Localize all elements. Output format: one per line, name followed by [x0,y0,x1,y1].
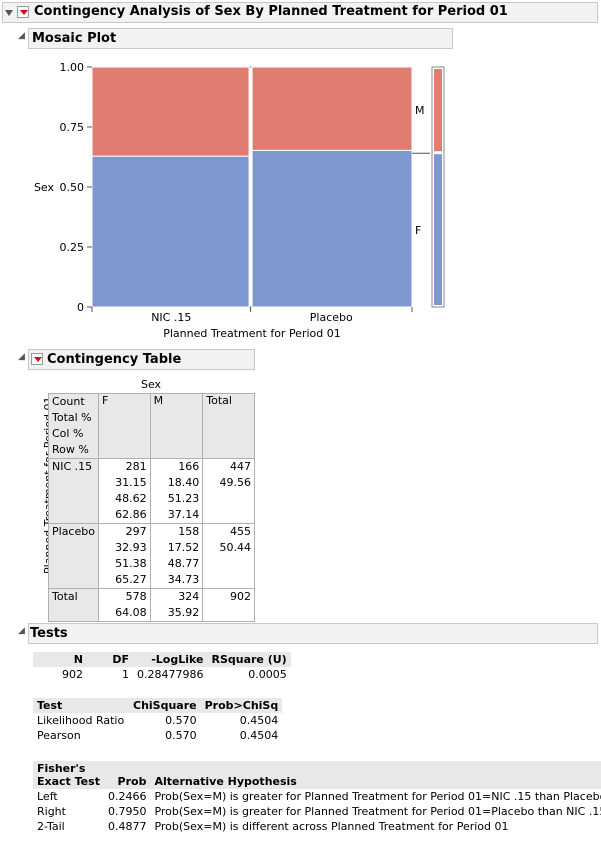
fisher-test-name: 2-Tail [37,820,65,833]
header-loglike: -LogLike [133,652,208,667]
cell-placebo-m: 158 17.52 48.77 34.73 [149,523,204,589]
stat-label: Total % [52,411,92,424]
row-label-total: Total [48,588,99,622]
cell-placebo-f: 297 32.93 51.38 65.27 [97,523,151,589]
mosaic-disclosure-icon[interactable]: ◢ [18,31,25,41]
fisher-prob: 0.2466 [107,790,147,803]
mosaic-title: Mosaic Plot [32,31,117,46]
row-label-placebo: Placebo [48,523,99,589]
chi-value: 0.570 [165,714,197,727]
mosaic-header [28,28,453,49]
contingency-disclosure-icon[interactable]: ◢ [18,352,25,362]
x-axis-label: Planned Treatment for Period 01 [163,327,341,340]
col-header-m: M [149,393,204,459]
fisher-prob: 0.7950 [107,805,147,818]
y-axis-label: Sex [34,181,55,194]
tests-header [28,623,598,644]
chi-test-name: Likelihood Ratio [37,714,125,727]
mosaic-tile-f [251,149,413,308]
col-header-total: Total [202,393,255,459]
header-test: Test [33,698,129,713]
chi-prob: 0.4504 [239,729,279,742]
header-probchisq: Prob>ChiSq [200,698,283,713]
mosaic-tile-f [91,155,250,308]
value-n: 902 [62,668,83,681]
y-tick-label: 0 [77,301,84,314]
fisher-hypothesis: Prob(Sex=M) is greater for Planned Treat… [154,805,601,818]
header-rsquare: RSquare (U) [207,652,291,667]
cell-total-m: 324 35.92 [149,588,204,622]
header-df: DF [87,652,133,667]
report-title: Contingency Analysis of Sex By Planned T… [34,4,508,19]
header-alt-hypothesis: Alternative Hypothesis [150,761,601,789]
chi-square-table: Test ChiSquare Prob>ChiSq Likelihood Rat… [33,698,283,743]
cell-total-f: 578 64.08 [97,588,151,622]
tests-title: Tests [30,626,68,641]
cell-nic-total: 447 49.56 [202,458,255,524]
stat-label: Count [52,395,85,408]
value-df: 1 [122,668,129,681]
cell-placebo-total: 455 50.44 [202,523,255,589]
contingency-table: Count Total % Col % Row % F M Total NIC … [48,393,255,622]
cell-nic-f: 281 31.15 48.62 62.86 [97,458,151,524]
header-fisher-prob: Prob [103,761,151,789]
stat-label: Col % [52,427,84,440]
value-loglike: 0.28477986 [137,668,204,681]
fisher-hypothesis: Prob(Sex=M) is greater for Planned Treat… [154,790,601,803]
legend-label-m: M [415,104,425,117]
y-tick-label: 1.00 [60,61,85,74]
chi-test-name: Pearson [37,729,81,742]
stat-label: Row % [52,443,89,456]
col-var-label: Sex [141,378,162,391]
chi-value: 0.570 [165,729,197,742]
header-fisher: Fisher's Exact Test [33,761,104,789]
fisher-test-name: Right [37,805,66,818]
contingency-menu-button[interactable] [31,353,43,365]
x-tick-label: Placebo [310,311,353,324]
tests-summary-table: N DF -LogLike RSquare (U) 902 1 0.284779… [33,652,291,682]
mosaic-tile-m [91,66,250,157]
row-label-nic: NIC .15 [48,458,99,524]
fisher-test-name: Left [37,790,58,803]
chi-prob: 0.4504 [239,714,279,727]
tests-disclosure-icon[interactable]: ◢ [18,626,25,636]
contingency-header [28,349,255,370]
mosaic-plot: NIC .15 Placebo 0 0.25 0.50 0.75 1.00 Sex Planne… [34,61,445,340]
report-header [2,2,598,23]
x-tick-label: NIC .15 [151,311,191,324]
collapse-report-icon[interactable] [5,10,13,16]
overall-bar-f [434,154,442,305]
y-tick-label: 0.75 [60,121,85,134]
header-n: N [33,652,87,667]
fisher-hypothesis: Prob(Sex=M) is different across Planned … [154,820,509,833]
fisher-prob: 0.4877 [107,820,147,833]
overall-bar-m [434,69,442,152]
value-rsquare: 0.0005 [248,668,287,681]
cell-nic-m: 166 18.40 51.23 37.14 [149,458,204,524]
legend-label-f: F [415,224,421,237]
stat-labels-cell: Count Total % Col % Row % [48,393,99,459]
y-tick-label: 0.50 [60,181,85,194]
col-header-f: F [97,393,151,459]
y-tick-label: 0.25 [60,241,85,254]
cell-total-total: 902 [202,588,255,622]
report-menu-button[interactable] [17,6,29,18]
fisher-table: Fisher's Exact Test Prob Alternative Hypo… [33,761,601,834]
contingency-title: Contingency Table [47,352,182,367]
mosaic-tile-m [251,66,413,151]
header-chisquare: ChiSquare [129,698,201,713]
